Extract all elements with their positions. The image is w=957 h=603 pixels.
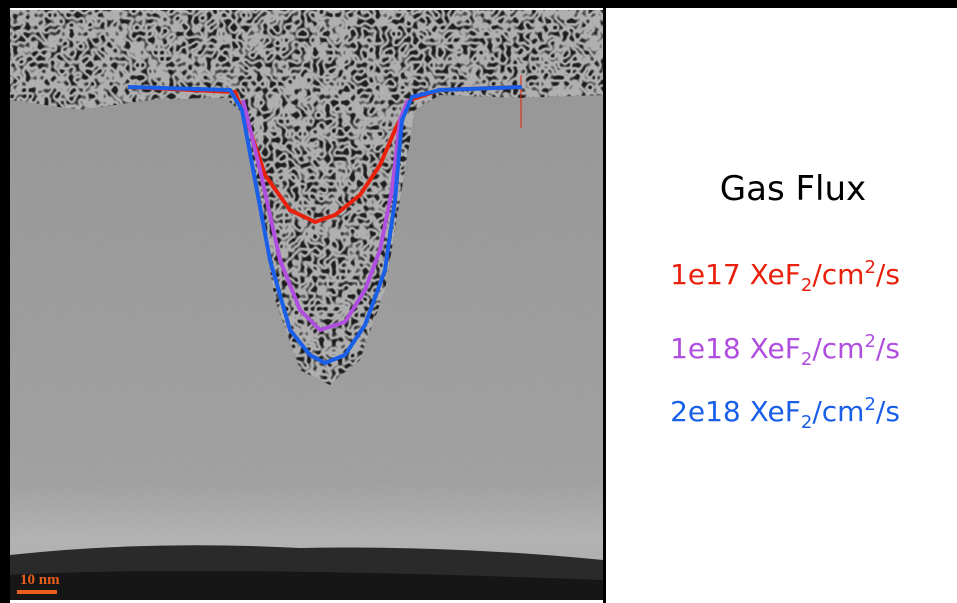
legend-text-sub: 2 [801, 412, 812, 433]
legend-text-sup: 2 [864, 394, 875, 415]
legend-text-suffix: /s [876, 258, 900, 291]
micrograph [10, 10, 603, 600]
legend-text-sup: 2 [864, 331, 875, 352]
legend-text-sub: 2 [801, 275, 812, 296]
legend-text-suffix: /s [876, 332, 900, 365]
figure: 10 nm Gas Flux 1e17 XeF2/cm2/s1e18 XeF2/… [0, 0, 957, 603]
legend-text-sub: 2 [801, 349, 812, 370]
legend-text-mid: /cm [812, 395, 864, 428]
legend-text-prefix: 1e17 XeF [670, 258, 801, 291]
legend-text-mid: /cm [812, 332, 864, 365]
divider [603, 0, 606, 603]
legend-text-mid: /cm [812, 258, 864, 291]
left-border [0, 0, 10, 603]
legend-title: Gas Flux [720, 169, 866, 209]
legend-text-prefix: 1e18 XeF [670, 332, 801, 365]
legend-text-sup: 2 [864, 257, 875, 278]
top-border [0, 0, 957, 8]
scale-bar-label: 10 nm [20, 572, 60, 588]
legend-text-suffix: /s [876, 395, 900, 428]
scale-bar [17, 590, 57, 594]
legend-text-prefix: 2e18 XeF [670, 395, 801, 428]
